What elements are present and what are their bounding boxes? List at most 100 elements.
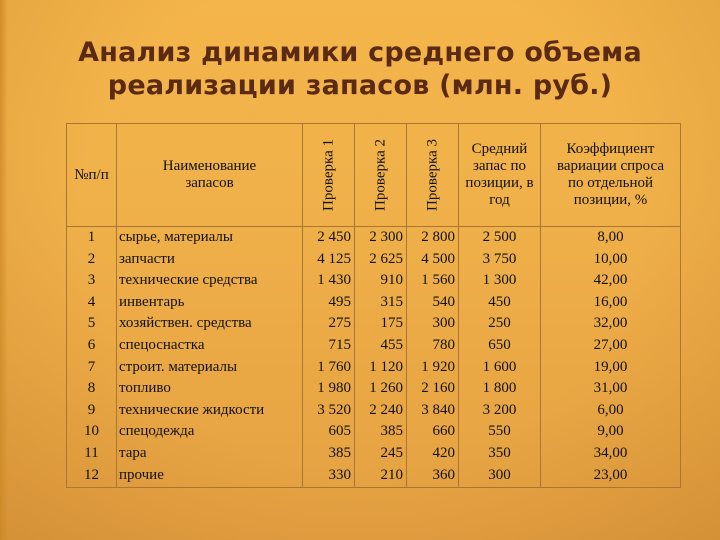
cell-p1: 385 xyxy=(328,444,352,461)
cell-coef: 9,00 xyxy=(597,423,624,440)
cell-avg: 1 300 xyxy=(482,272,517,289)
header-average-stock: Средний запас по позиции, в год xyxy=(458,123,541,227)
title-line-1: Анализ динамики среднего объема xyxy=(78,37,642,68)
inventory-table: №п/п Наименование запасов Проверка 1 Про… xyxy=(66,123,681,488)
cell-p2: 1 260 xyxy=(369,380,403,397)
cell-name: сырье, материалы xyxy=(119,229,233,245)
cell-p1: 275 xyxy=(328,315,352,332)
cell-p3: 540 xyxy=(432,293,456,310)
cell-p1: 1 760 xyxy=(317,358,351,375)
cell-coef: 8,00 xyxy=(597,229,624,245)
cell-num: 1 xyxy=(87,229,96,245)
cell-num: 3 xyxy=(87,272,96,289)
cell-name: спецоснастка xyxy=(119,336,205,353)
cell-p2: 2 240 xyxy=(369,401,403,418)
cell-coef: 27,00 xyxy=(593,336,628,353)
cell-p2: 385 xyxy=(380,423,404,440)
cell-p3: 360 xyxy=(432,466,456,483)
cell-p3: 3 840 xyxy=(421,401,455,418)
cell-name: тара xyxy=(119,444,147,461)
cell-p2: 455 xyxy=(380,336,404,353)
cell-coef: 34,00 xyxy=(593,444,628,461)
cell-avg: 3 750 xyxy=(482,250,517,267)
slide-title: Анализ динамики среднего объема реализац… xyxy=(40,36,680,102)
cell-avg: 1 600 xyxy=(482,358,517,375)
cell-coef: 6,00 xyxy=(597,401,624,418)
cell-avg: 350 xyxy=(488,444,511,461)
cell-avg: 450 xyxy=(488,293,511,310)
cell-avg: 550 xyxy=(488,423,511,440)
cell-name: инвентарь xyxy=(119,293,185,310)
cell-name: хозяйствен. средства xyxy=(119,315,252,332)
cell-p1: 3 520 xyxy=(317,401,351,418)
cell-coef: 19,00 xyxy=(593,358,628,375)
cell-name: технические средства xyxy=(119,272,258,289)
cell-avg: 3 200 xyxy=(482,401,517,418)
cell-p3: 1 920 xyxy=(421,358,455,375)
cell-num: 9 xyxy=(87,401,96,418)
left-accent-bar xyxy=(0,0,8,540)
cell-p2: 210 xyxy=(380,466,404,483)
cell-name: спецодежда xyxy=(119,423,195,440)
header-variation-coef-text: Коэффициент вариации спроса по отдельной… xyxy=(556,141,665,208)
cell-p2: 2 625 xyxy=(369,250,403,267)
cell-num: 6 xyxy=(87,336,96,353)
cell-p1: 715 xyxy=(328,336,352,353)
data-body: 1 2 3 4 5 6 7 8 9 10 11 12 сырье, материалы запчасти… xyxy=(66,226,681,488)
cell-avg: 250 xyxy=(488,315,511,332)
cell-num: 2 xyxy=(87,250,96,267)
header-average-stock-text: Средний запас по позиции, в год xyxy=(465,141,534,208)
title-line-2: реализации запасов (млн. руб.) xyxy=(107,70,613,101)
cell-p3: 1 560 xyxy=(421,272,455,289)
cell-num: 7 xyxy=(87,358,96,375)
header-check-2-text: Проверка 2 xyxy=(372,139,388,211)
cell-avg: 650 xyxy=(488,336,511,353)
cell-coef: 10,00 xyxy=(593,250,628,267)
cell-p3: 300 xyxy=(432,315,456,332)
header-name: Наименование запасов xyxy=(116,123,303,227)
header-num: №п/п xyxy=(66,123,117,227)
cell-name: прочие xyxy=(119,466,164,483)
cell-p2: 2 300 xyxy=(369,229,403,245)
cell-p3: 660 xyxy=(432,423,456,440)
cell-num: 5 xyxy=(87,315,96,332)
cell-p1: 1 980 xyxy=(317,380,351,397)
cell-p1: 2 450 xyxy=(317,229,351,245)
cell-p3: 420 xyxy=(432,444,456,461)
header-check-1-text: Проверка 1 xyxy=(320,139,336,211)
cell-num: 10 xyxy=(84,423,99,440)
cell-num: 12 xyxy=(84,466,99,483)
cell-coef: 32,00 xyxy=(593,315,628,332)
cell-avg: 1 800 xyxy=(482,380,517,397)
header-check-1: Проверка 1 xyxy=(302,123,355,227)
cell-p3: 780 xyxy=(432,336,456,353)
cell-p2: 175 xyxy=(380,315,404,332)
cell-avg: 2 500 xyxy=(482,229,517,245)
cell-p3: 2 160 xyxy=(421,380,455,397)
col-name: сырье, материалы запчасти технические сред… xyxy=(116,226,303,488)
cell-name: технические жидкости xyxy=(119,401,265,418)
cell-coef: 42,00 xyxy=(593,272,628,289)
cell-p3: 2 800 xyxy=(421,229,455,245)
col-variation-coef: 8,00 10,00 42,00 16,00 32,00 27,00 19,00 31,00 6… xyxy=(540,226,681,488)
header-variation-coef: Коэффициент вариации спроса по отдельной… xyxy=(540,123,681,227)
cell-num: 4 xyxy=(87,293,96,310)
cell-avg: 300 xyxy=(488,466,511,483)
cell-coef: 31,00 xyxy=(593,380,628,397)
cell-p2: 1 120 xyxy=(369,358,403,375)
cell-p1: 4 125 xyxy=(317,250,351,267)
cell-num: 8 xyxy=(87,380,96,397)
cell-coef: 23,00 xyxy=(593,466,628,483)
cell-p1: 495 xyxy=(328,293,352,310)
cell-name: топливо xyxy=(119,380,171,397)
cell-p2: 910 xyxy=(380,272,404,289)
col-check-3: 2 800 4 500 1 560 540 300 780 1 920 2 160 3 840 6… xyxy=(406,226,459,488)
cell-p2: 245 xyxy=(380,444,404,461)
cell-p1: 605 xyxy=(328,423,352,440)
header-check-3: Проверка 3 xyxy=(406,123,459,227)
header-name-text: Наименование запасов xyxy=(162,158,257,191)
cell-p1: 330 xyxy=(328,466,352,483)
col-average-stock: 2 500 3 750 1 300 450 250 650 1 600 1 800 3 200 5… xyxy=(458,226,541,488)
header-check-3-text: Проверка 3 xyxy=(424,139,440,211)
cell-name: запчасти xyxy=(119,250,175,267)
